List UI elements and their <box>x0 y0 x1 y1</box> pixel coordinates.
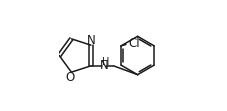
Text: H: H <box>102 57 109 67</box>
Text: Cl: Cl <box>128 37 140 50</box>
Text: O: O <box>65 71 75 84</box>
Text: N: N <box>86 34 95 47</box>
Text: N: N <box>100 59 109 72</box>
